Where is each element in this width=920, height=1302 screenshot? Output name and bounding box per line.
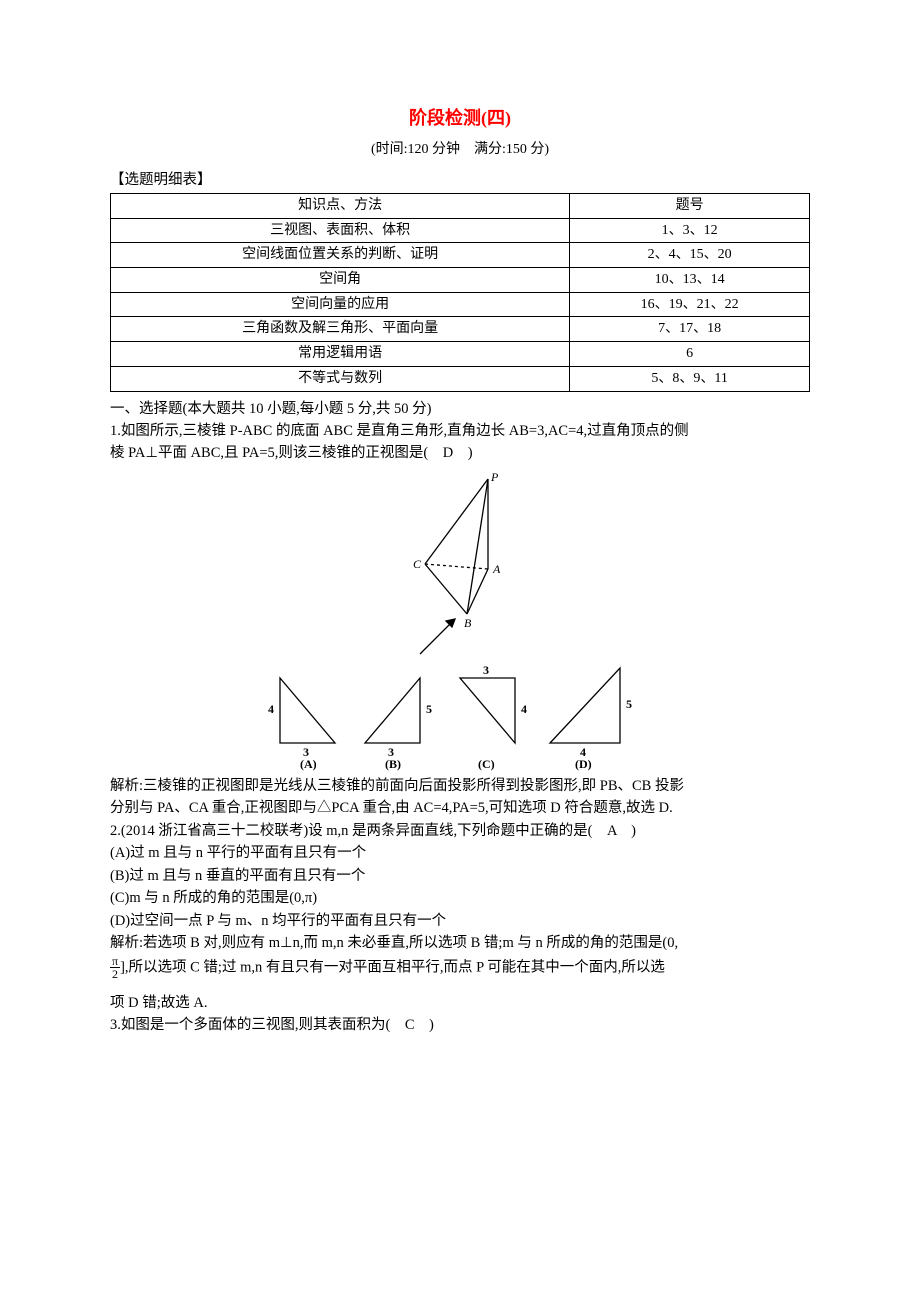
qno-cell: 16、19、21、22 xyxy=(570,292,810,317)
fraction-den: 2 xyxy=(110,968,120,980)
section-heading: 一、选择题(本大题共 10 小题,每小题 5 分,共 50 分) xyxy=(110,398,810,420)
q1-text-line2: 棱 PA⊥平面 ABC,且 PA=5,则该三棱锥的正视图是( D ) xyxy=(110,442,810,464)
q1-expl-l2: 分别与 PA、CA 重合,正视图即与△PCA 重合,由 AC=4,PA=5,可知… xyxy=(110,797,810,819)
q3-text: 3.如图是一个多面体的三视图,则其表面积为( C ) xyxy=(110,1014,810,1036)
vertex-c-label: C xyxy=(413,557,422,571)
qno-cell: 7、17、18 xyxy=(570,317,810,342)
opt-c-right: 4 xyxy=(521,702,527,716)
opt-d-label: (D) xyxy=(575,757,592,771)
opt-b-label: (B) xyxy=(385,757,401,771)
opt-d-right: 5 xyxy=(626,697,632,711)
table-row: 三角函数及解三角形、平面向量7、17、18 xyxy=(111,317,810,342)
topic-cell: 空间向量的应用 xyxy=(111,292,570,317)
topic-cell: 常用逻辑用语 xyxy=(111,342,570,367)
opt-c-top: 3 xyxy=(483,663,489,677)
table-label: 【选题明细表】 xyxy=(110,169,810,191)
fraction-pi-2: π 2 xyxy=(110,955,120,980)
table-header-topic: 知识点、方法 xyxy=(111,194,570,219)
topic-cell: 不等式与数列 xyxy=(111,366,570,391)
opt-b-right: 5 xyxy=(426,702,432,716)
table-row: 空间向量的应用16、19、21、22 xyxy=(111,292,810,317)
vertex-a-label: A xyxy=(492,562,501,576)
table-row: 空间角10、13、14 xyxy=(111,268,810,293)
q2-opt-c: (C)m 与 n 所成的角的范围是(0,π) xyxy=(110,887,810,909)
table-header-qno: 题号 xyxy=(570,194,810,219)
q1-expl-l1: 解析:三棱锥的正视图即是光线从三棱锥的前面向后面投影所得到投影图形,即 PB、C… xyxy=(110,775,810,797)
topic-cell: 空间线面位置关系的判断、证明 xyxy=(111,243,570,268)
qno-cell: 5、8、9、11 xyxy=(570,366,810,391)
page-title: 阶段检测(四) xyxy=(110,105,810,133)
q2-opt-d: (D)过空间一点 P 与 m、n 均平行的平面有且只有一个 xyxy=(110,910,810,932)
table-row: 空间线面位置关系的判断、证明2、4、15、20 xyxy=(111,243,810,268)
opt-c-label: (C) xyxy=(478,757,495,771)
options-diagram: 4 3 (A) 5 3 (B) 3 4 (C) 5 4 (D) xyxy=(250,663,670,773)
table-header-row: 知识点、方法 题号 xyxy=(111,194,810,219)
table-row: 三视图、表面积、体积1、3、12 xyxy=(111,218,810,243)
page-subtitle: (时间:120 分钟 满分:150 分) xyxy=(110,139,810,161)
q2-opt-a: (A)过 m 且与 n 平行的平面有且只有一个 xyxy=(110,842,810,864)
q1-text-line1: 1.如图所示,三棱锥 P-ABC 的底面 ABC 是直角三角形,直角边长 AB=… xyxy=(110,420,810,442)
topic-table: 知识点、方法 题号 三视图、表面积、体积1、3、12 空间线面位置关系的判断、证… xyxy=(110,193,810,392)
opt-a-label: (A) xyxy=(300,757,317,771)
topic-cell: 三角函数及解三角形、平面向量 xyxy=(111,317,570,342)
q2-expl-l2-text: ],所以选项 C 错;过 m,n 有且只有一对平面互相平行,而点 P 可能在其中… xyxy=(120,959,665,975)
vertex-p-label: P xyxy=(490,470,499,484)
qno-cell: 1、3、12 xyxy=(570,218,810,243)
tetrahedron-diagram: P A B C xyxy=(385,469,535,659)
opt-a-left: 4 xyxy=(268,702,274,716)
vertex-b-label: B xyxy=(464,616,472,630)
table-row: 不等式与数列5、8、9、11 xyxy=(111,366,810,391)
topic-cell: 三视图、表面积、体积 xyxy=(111,218,570,243)
qno-cell: 10、13、14 xyxy=(570,268,810,293)
q2-opt-b: (B)过 m 且与 n 垂直的平面有且只有一个 xyxy=(110,865,810,887)
q2-expl-l3: 项 D 错;故选 A. xyxy=(110,992,810,1014)
q2-expl-l1: 解析:若选项 B 对,则应有 m⊥n,而 m,n 未必垂直,所以选项 B 错;m… xyxy=(110,932,810,954)
q2-expl-l2: π 2 ],所以选项 C 错;过 m,n 有且只有一对平面互相平行,而点 P 可… xyxy=(110,955,810,980)
q2-line1: 2.(2014 浙江省高三十二校联考)设 m,n 是两条异面直线,下列命题中正确… xyxy=(110,820,810,842)
table-row: 常用逻辑用语6 xyxy=(111,342,810,367)
qno-cell: 6 xyxy=(570,342,810,367)
qno-cell: 2、4、15、20 xyxy=(570,243,810,268)
fraction-num: π xyxy=(110,955,120,968)
topic-cell: 空间角 xyxy=(111,268,570,293)
